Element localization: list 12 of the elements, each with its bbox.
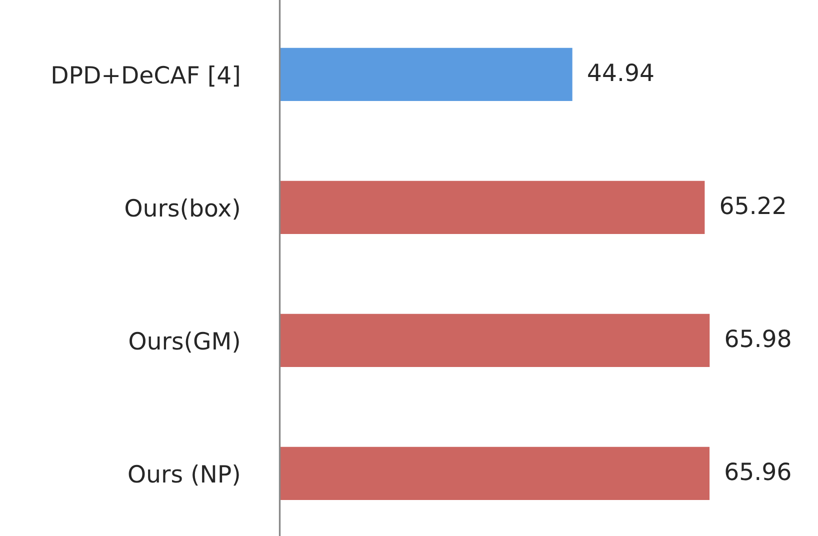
y-tick-label: Ours (NP) xyxy=(128,464,239,486)
bar xyxy=(280,180,706,236)
bar xyxy=(280,46,574,102)
y-tick-label: Ours(box) xyxy=(126,198,239,220)
bar xyxy=(280,446,711,502)
data-label: 44.94 xyxy=(588,63,654,82)
data-label: 65.22 xyxy=(720,196,785,214)
data-label: 65.98 xyxy=(726,329,790,348)
data-label: 65.96 xyxy=(726,462,790,480)
bar xyxy=(280,312,712,368)
y-tick-label: Ours(GM) xyxy=(130,332,239,353)
y-tick-label: DPD+DeCAF [4] xyxy=(52,66,239,87)
